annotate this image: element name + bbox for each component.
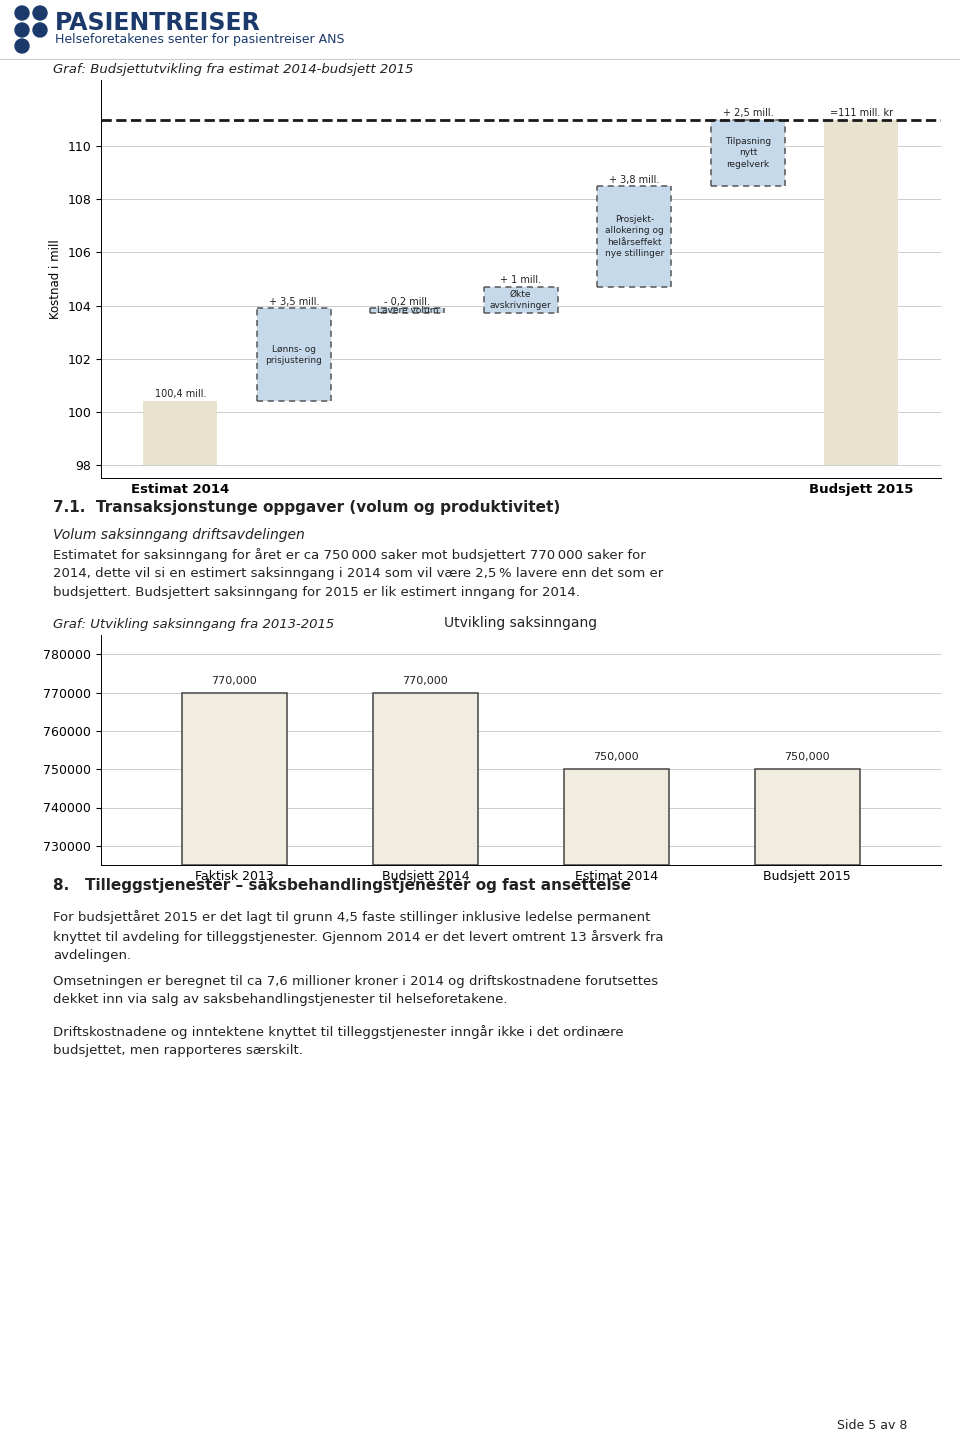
Circle shape — [33, 6, 47, 20]
Text: + 3,5 mill.: + 3,5 mill. — [269, 297, 319, 307]
Bar — [371, 309, 444, 313]
Text: + 2,5 mill.: + 2,5 mill. — [723, 108, 773, 118]
Text: 100,4 mill.: 100,4 mill. — [155, 389, 206, 399]
Bar — [564, 769, 669, 865]
Bar — [597, 186, 671, 287]
Text: =111 mill. kr: =111 mill. kr — [829, 108, 893, 118]
Circle shape — [15, 6, 29, 20]
Bar — [143, 401, 217, 464]
Y-axis label: Kostnad i mill: Kostnad i mill — [49, 239, 61, 319]
Text: 750,000: 750,000 — [784, 753, 830, 763]
Text: Volum saksinngang driftsavdelingen: Volum saksinngang driftsavdelingen — [53, 528, 304, 542]
Circle shape — [33, 23, 47, 37]
Text: Økte
avskrivninger: Økte avskrivninger — [490, 290, 552, 310]
Text: Tilpasning
nytt
regelverk: Tilpasning nytt regelverk — [725, 137, 771, 169]
Text: Lavere volum: Lavere volum — [376, 306, 438, 316]
Text: Driftskostnadene og inntektene knyttet til tilleggstjenester inngår ikke i det o: Driftskostnadene og inntektene knyttet t… — [53, 1025, 623, 1057]
Text: - 0,2 mill.: - 0,2 mill. — [384, 297, 430, 307]
Text: + 1 mill.: + 1 mill. — [500, 275, 541, 286]
Text: Prosjekt-
allokering og
helårseffekt
nye stillinger: Prosjekt- allokering og helårseffekt nye… — [605, 215, 664, 258]
Text: 7.1.  Transaksjonstunge oppgaver (volum og produktivitet): 7.1. Transaksjonstunge oppgaver (volum o… — [53, 500, 560, 515]
Text: Graf: Budsjettutvikling fra estimat 2014-budsjett 2015: Graf: Budsjettutvikling fra estimat 2014… — [53, 63, 413, 76]
Circle shape — [15, 39, 29, 53]
Text: 770,000: 770,000 — [211, 676, 257, 685]
Circle shape — [15, 23, 29, 37]
Text: 750,000: 750,000 — [593, 753, 639, 763]
Bar — [755, 769, 859, 865]
Bar — [182, 692, 287, 865]
Title: Utvikling saksinngang: Utvikling saksinngang — [444, 616, 597, 630]
Bar — [372, 692, 478, 865]
Bar — [825, 120, 899, 464]
Bar — [711, 120, 784, 186]
Text: Omsetningen er beregnet til ca 7,6 millioner kroner i 2014 og driftskostnadene f: Omsetningen er beregnet til ca 7,6 milli… — [53, 975, 658, 1007]
Text: Helseforetakenes senter for pasientreiser ANS: Helseforetakenes senter for pasientreise… — [55, 33, 345, 46]
Bar — [484, 287, 558, 313]
Text: + 3,8 mill.: + 3,8 mill. — [610, 174, 660, 185]
Text: 770,000: 770,000 — [402, 676, 448, 685]
Text: Estimatet for saksinngang for året er ca 750 000 saker mot budsjettert 770 000 s: Estimatet for saksinngang for året er ca… — [53, 548, 663, 598]
Text: For budsjettåret 2015 er det lagt til grunn 4,5 faste stillinger inklusive ledel: For budsjettåret 2015 er det lagt til gr… — [53, 910, 663, 962]
Text: PASIENTREISER: PASIENTREISER — [55, 12, 261, 35]
Text: Side 5 av 8: Side 5 av 8 — [837, 1419, 907, 1432]
Text: Graf: Utvikling saksinngang fra 2013-2015: Graf: Utvikling saksinngang fra 2013-201… — [53, 619, 334, 632]
Bar — [257, 309, 330, 401]
Text: Lønns- og
prisjustering: Lønns- og prisjustering — [265, 345, 323, 365]
Text: 8.   Tilleggstjenester – saksbehandlingstjenester og fast ansettelse: 8. Tilleggstjenester – saksbehandlingstj… — [53, 878, 631, 893]
